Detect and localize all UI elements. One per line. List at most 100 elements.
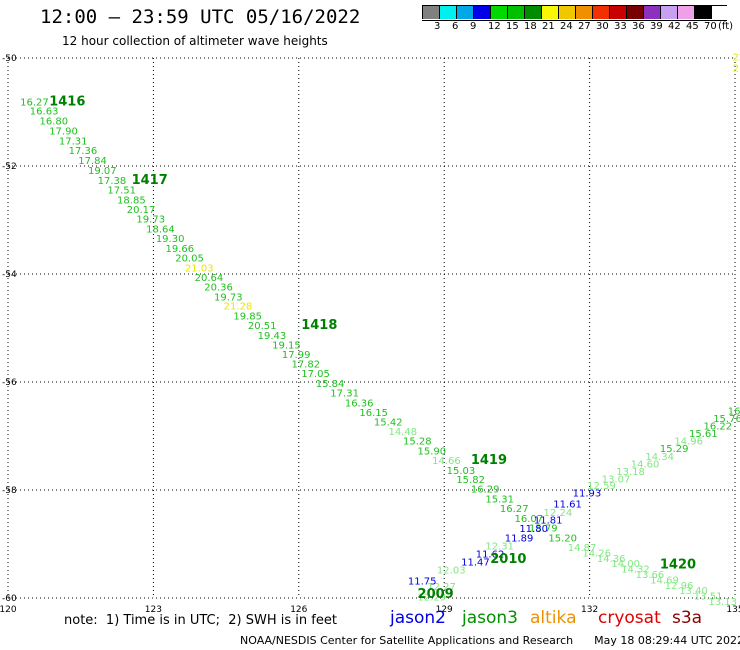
colorbar-label: 27: [578, 21, 591, 32]
swh-point: 12.24: [544, 508, 573, 519]
colorbar-label: 9: [470, 21, 477, 32]
swh-point: 13.51: [694, 592, 723, 603]
colorbar-label: 12: [488, 21, 501, 32]
colorbar-label: 45: [686, 21, 699, 32]
colorbar-label: (ft): [718, 21, 734, 32]
colorbar-label: 30: [596, 21, 609, 32]
colorbar-swatch: [474, 5, 491, 19]
mission-altika: altika: [530, 608, 577, 628]
swh-point: 12.03: [437, 566, 466, 577]
swh-point: 14.32: [621, 565, 650, 576]
swh-point: 11.80: [519, 524, 548, 535]
colorbar-swatch: [661, 5, 678, 19]
swh-point: 17.51: [107, 186, 136, 197]
colorbar-label: 70: [704, 21, 717, 32]
swh-point: 16.27: [20, 98, 49, 109]
swh-point: 14.00: [611, 559, 640, 570]
colorbar-label: 24: [560, 21, 573, 32]
swh-point: 2: [733, 64, 739, 75]
colorbar-label: 6: [452, 21, 459, 32]
swh-point: 16.63: [30, 107, 59, 118]
swh-point: 12.31: [485, 541, 514, 552]
swh-point: 16.29: [471, 485, 500, 496]
colorbar-swatch: [508, 5, 525, 19]
swh-point: 17.90: [49, 127, 78, 138]
swh-point: 15.76: [713, 414, 740, 425]
swh-point: 15.84: [316, 379, 345, 390]
colorbar-swatch: [491, 5, 508, 19]
swh-point: 14.60: [631, 459, 660, 470]
swh-point: 20.17: [127, 205, 156, 216]
colorbar-swatch: [678, 5, 695, 19]
page-title: 12:00 – 23:59 UTC 05/16/2022: [40, 6, 361, 28]
swh-point: 11.75: [408, 577, 437, 588]
swh-point: 13.07: [602, 474, 631, 485]
swh-point: 17.84: [78, 156, 107, 167]
swh-point: 14.34: [645, 452, 674, 463]
colorbar-label: 42: [668, 21, 681, 32]
y-tick-label: -52: [2, 162, 17, 172]
colorbar-label: 36: [632, 21, 645, 32]
swh-point: 14.96: [674, 437, 703, 448]
swh-point: 17.31: [59, 136, 88, 147]
swh-point: 14.69: [650, 575, 679, 586]
page-subtitle: 12 hour collection of altimeter wave hei…: [62, 34, 328, 48]
swh-point: 12.96: [665, 581, 694, 592]
y-tick-label: -50: [2, 54, 17, 64]
colorbar-swatch: [627, 5, 644, 19]
footnote: note: 1) Time is in UTC; 2) SWH is in fe…: [64, 613, 337, 628]
swh-point: 11.61: [553, 499, 582, 510]
swh-point: 21.03: [185, 263, 214, 274]
y-tick-label: -56: [2, 378, 17, 388]
colorbar-swatch: [422, 5, 440, 19]
swh-colorbar: [422, 5, 712, 19]
mission-s3a: s3a: [672, 608, 703, 628]
swh-point: 14.87: [568, 543, 597, 554]
colorbar-swatch: [576, 5, 593, 19]
swh-point: 17.82: [292, 359, 321, 370]
swh-point: 16.22: [703, 422, 732, 433]
colorbar-swatch: [440, 5, 457, 19]
swh-point: 15.29: [660, 444, 689, 455]
swh-point: 16.15: [359, 408, 388, 419]
x-tick-label: 129: [436, 605, 453, 615]
swh-point: 13.18: [616, 467, 645, 478]
swh-point: 20.64: [195, 273, 224, 284]
swh-point: 17.38: [98, 176, 127, 187]
swh-point: 15.79: [529, 524, 558, 535]
swh-point: 19.73: [136, 215, 165, 226]
swh-point: 14.36: [597, 554, 626, 565]
x-tick-label: 132: [581, 605, 598, 615]
colorbar-swatch: [457, 5, 474, 19]
swh-point: 20.51: [248, 321, 277, 332]
colorbar-swatch: [525, 5, 542, 19]
swh-point: 18.85: [117, 195, 146, 206]
pass-time-label: 1418: [301, 318, 337, 333]
swh-point: 19.15: [272, 341, 301, 352]
swh-point: 19.43: [258, 331, 287, 342]
mission-jason3: jason3: [462, 608, 518, 628]
pass-time-label: 1417: [132, 173, 168, 188]
swh-point: 13.13: [708, 597, 737, 608]
swh-point: 15.28: [403, 437, 432, 448]
swh-point: 15.03: [447, 466, 476, 477]
pass-time-label: 2010: [490, 552, 526, 567]
swh-point: 21.28: [224, 302, 253, 313]
swh-point: 19.73: [214, 292, 243, 303]
mission-jason2: jason2: [390, 608, 446, 628]
pass-time-label: 1420: [660, 557, 696, 572]
colorbar-swatch: [695, 5, 712, 19]
swh-point: 20.36: [204, 283, 233, 294]
swh-point: 17.05: [301, 369, 330, 380]
swh-point: 17.36: [69, 146, 98, 157]
swh-point: 13.40: [679, 586, 708, 597]
swh-point: 11.62: [476, 550, 505, 561]
swh-point: 16.07: [514, 514, 543, 525]
colorbar-label: 39: [650, 21, 663, 32]
colorbar-label: 18: [524, 21, 537, 32]
colorbar-label: 15: [506, 21, 519, 32]
swh-point: 14.48: [388, 427, 417, 438]
swh-point: 11.47: [461, 558, 490, 569]
colorbar-swatch: [610, 5, 627, 19]
